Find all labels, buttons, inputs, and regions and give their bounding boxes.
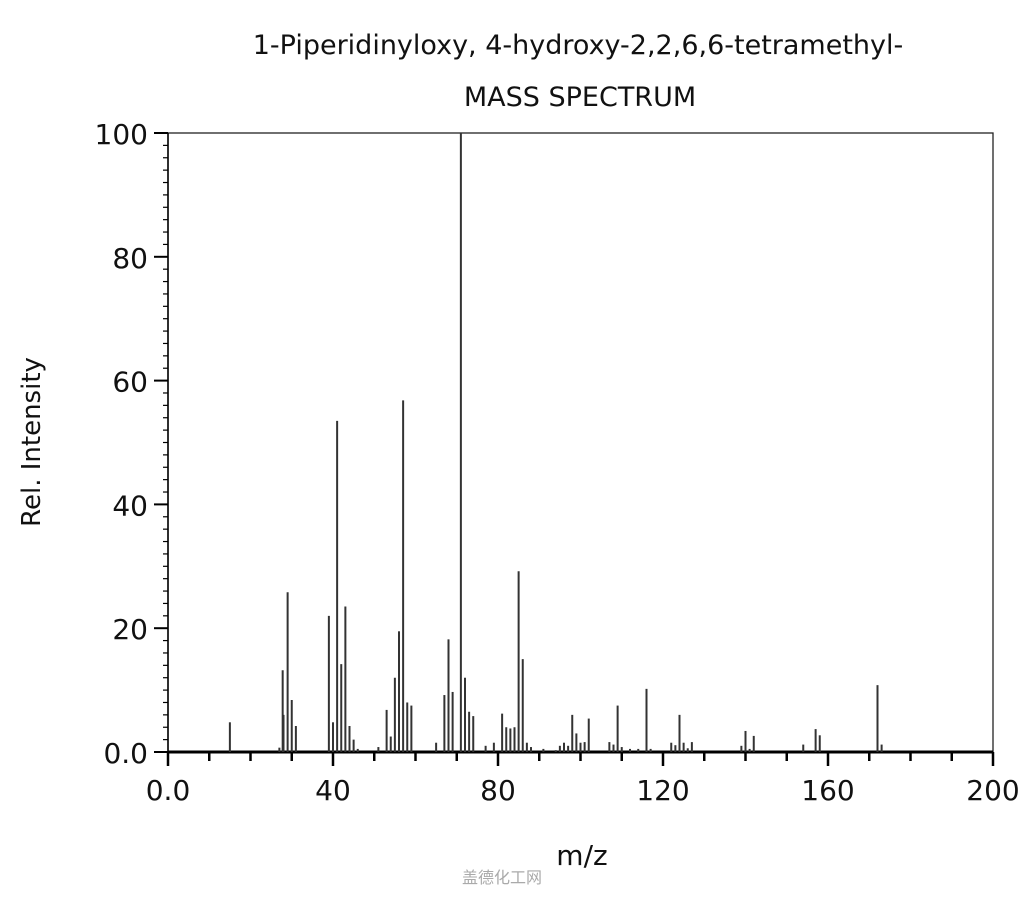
x-tick-label: 160 [801, 774, 854, 807]
y-tick-label: 80 [112, 242, 148, 275]
x-axis-label: m/z [556, 839, 607, 872]
x-tick-label: 80 [480, 774, 516, 807]
chart-title: 1-Piperidinyloxy, 4-hydroxy-2,2,6,6-tetr… [252, 30, 904, 61]
x-tick-label: 200 [966, 774, 1019, 807]
y-tick-label: 0.0 [103, 737, 148, 770]
x-tick-label: 120 [636, 774, 689, 807]
y-tick-label: 60 [112, 366, 148, 399]
x-tick-label: 40 [315, 774, 351, 807]
chart-subtitle: MASS SPECTRUM [463, 82, 697, 113]
watermark: 盖德化工网 [462, 868, 543, 887]
y-tick-label: 40 [112, 489, 148, 522]
plot-frame [167, 132, 994, 753]
x-tick-label: 0.0 [146, 774, 191, 807]
y-tick-label: 20 [112, 613, 148, 646]
y-tick-label: 100 [95, 118, 148, 151]
y-axis-label: Rel. Intensity [17, 357, 47, 527]
